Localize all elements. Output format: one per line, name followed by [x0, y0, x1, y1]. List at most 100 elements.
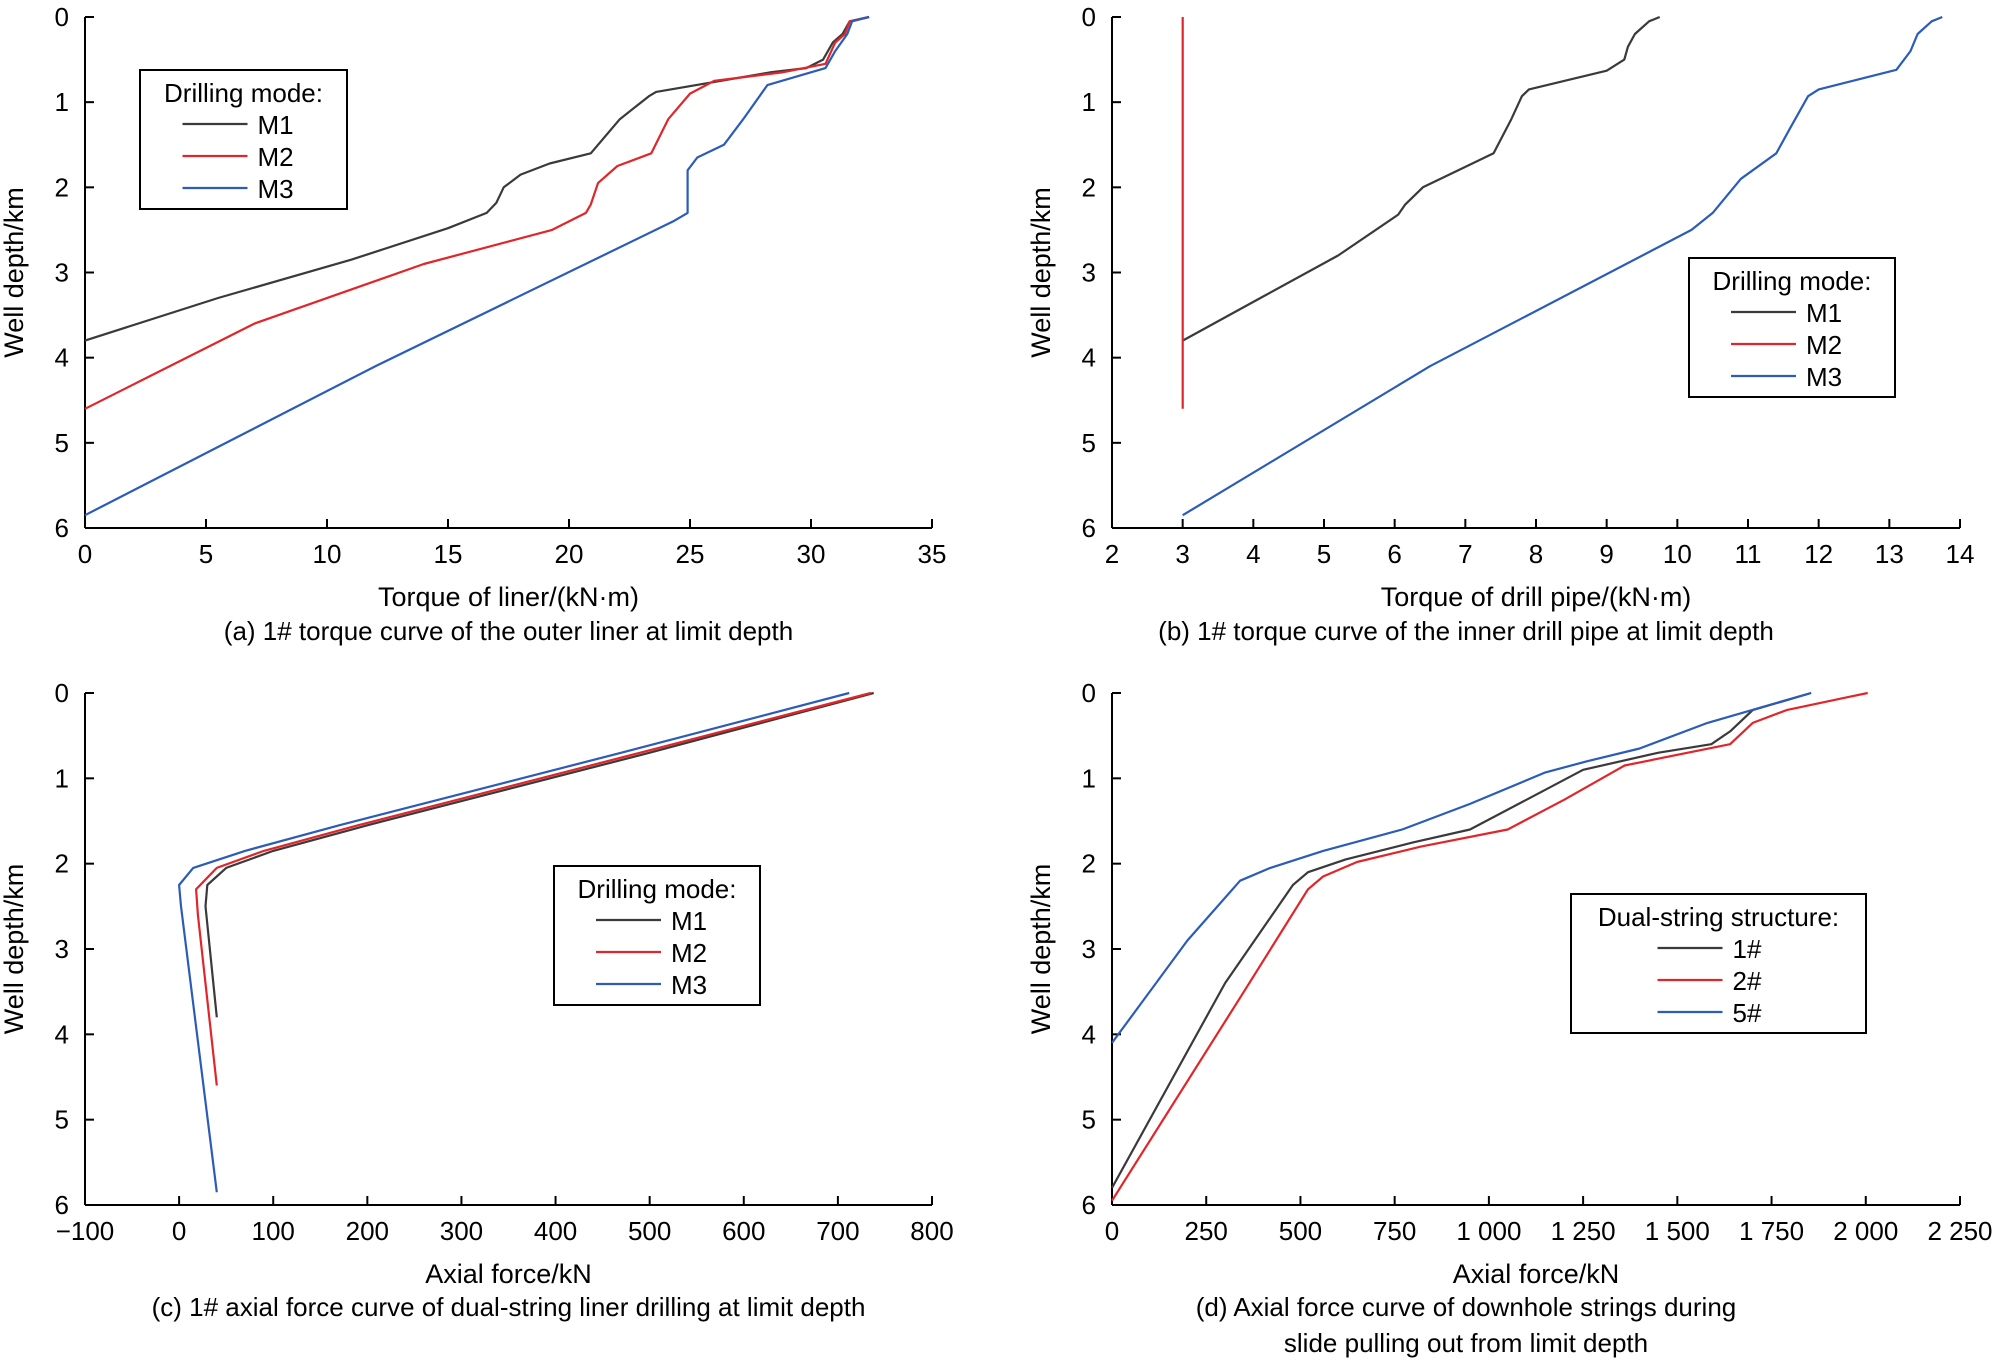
x-tick-label: 1 500: [1645, 1216, 1710, 1246]
y-tick-label: 0: [1082, 2, 1096, 32]
x-tick-label: 200: [346, 1216, 389, 1246]
y-tick-label: 1: [55, 87, 69, 117]
x-tick-label: 3: [1175, 539, 1189, 569]
x-tick-label: 20: [555, 539, 584, 569]
x-tick-label: 500: [1279, 1216, 1322, 1246]
y-axis-label: Well depth/km: [0, 187, 29, 358]
chart-panel-d: 0 250 500 750 1 000 1 250 1 500 1 750 2 000 2 250…: [1026, 678, 1993, 1358]
series-line-M2: [195, 691, 872, 1086]
series-line-M3: [178, 691, 850, 1193]
legend-item-label: M3: [258, 174, 294, 204]
y-tick-label: 6: [1082, 513, 1096, 543]
x-tick-label: 10: [1663, 539, 1692, 569]
legend-item-label: 5#: [1733, 998, 1762, 1028]
y-tick-label: 3: [55, 258, 69, 288]
legend-item-label: 1#: [1733, 934, 1762, 964]
x-tick-label: 7: [1458, 539, 1472, 569]
legend-box: [1688, 257, 1896, 398]
x-tick-label: 10: [313, 539, 342, 569]
legend-title: Drilling mode:: [578, 874, 737, 904]
y-tick-label: 1: [1082, 763, 1096, 793]
y-tick-label: 4: [1082, 1019, 1096, 1049]
x-tick-label: 2 250: [1927, 1216, 1992, 1246]
x-tick-label: 1 750: [1739, 1216, 1804, 1246]
legend-box: [1570, 893, 1867, 1034]
legend-box: [139, 69, 348, 210]
x-axis-label: Torque of drill pipe/(kN·m): [1381, 582, 1692, 612]
legend-item-label: M3: [671, 970, 707, 1000]
x-tick-label: 400: [534, 1216, 577, 1246]
series-line-M1: [1182, 15, 1661, 342]
y-tick-label: 6: [1082, 1190, 1096, 1220]
x-tick-label: 500: [628, 1216, 671, 1246]
x-tick-label: 250: [1185, 1216, 1228, 1246]
x-tick-label: −100: [56, 1216, 115, 1246]
chart-panel-c: −100 0 100 200 300 400 500 600 700 800 0 1 2 3 4 5 6 Axia…: [0, 678, 954, 1322]
y-tick-label: 6: [55, 513, 69, 543]
x-axis-label: Torque of liner/(kN·m): [378, 582, 639, 612]
x-tick-label: 6: [1387, 539, 1401, 569]
x-tick-label: 2 000: [1833, 1216, 1898, 1246]
x-tick-label: 13: [1875, 539, 1904, 569]
legend-item-label: M1: [671, 906, 707, 936]
x-tick-label: 600: [722, 1216, 765, 1246]
legend-item-label: M3: [1806, 362, 1842, 392]
x-tick-label: 30: [797, 539, 826, 569]
x-tick-label: 4: [1246, 539, 1260, 569]
panel-caption: (d) Axial force curve of downhole string…: [1196, 1292, 1737, 1322]
x-tick-label: 750: [1373, 1216, 1416, 1246]
x-axis-label: Axial force/kN: [1453, 1259, 1620, 1289]
x-tick-label: 100: [252, 1216, 295, 1246]
y-tick-label: 3: [1082, 258, 1096, 288]
chart-panel-a: 0 5 10 15 20 25 30 35 0 1 2 3 4 5 6 Torque of liner/(kN…: [0, 2, 946, 646]
panel-caption: (a) 1# torque curve of the outer liner a…: [224, 616, 793, 646]
y-tick-label: 5: [55, 1105, 69, 1135]
x-tick-label: 700: [816, 1216, 859, 1246]
legend-title: Drilling mode:: [1713, 266, 1872, 296]
series-line-5n: [1111, 691, 1812, 1044]
y-axis-label: Well depth/km: [1026, 187, 1056, 358]
y-tick-label: 1: [55, 763, 69, 793]
x-axis-label: Axial force/kN: [425, 1259, 592, 1289]
x-tick-label: 300: [440, 1216, 483, 1246]
y-tick-label: 2: [1082, 172, 1096, 202]
y-tick-label: 1: [1082, 87, 1096, 117]
x-tick-label: 0: [1105, 1216, 1119, 1246]
x-tick-label: 12: [1804, 539, 1833, 569]
panel-caption: (c) 1# axial force curve of dual-string …: [152, 1292, 866, 1322]
x-tick-label: 5: [199, 539, 213, 569]
x-tick-label: 25: [676, 539, 705, 569]
legend-item-label: M2: [1806, 330, 1842, 360]
panel-caption: (b) 1# torque curve of the inner drill p…: [1158, 616, 1774, 646]
legend-item-label: M2: [258, 142, 294, 172]
y-tick-label: 4: [55, 1019, 69, 1049]
y-axis-label: Well depth/km: [1026, 864, 1056, 1035]
legend-box: [553, 865, 761, 1006]
y-tick-label: 0: [1082, 678, 1096, 708]
y-tick-label: 5: [55, 428, 69, 458]
legend-title: Drilling mode:: [164, 78, 323, 108]
legend: Dual-string structure:1#2#5#: [1570, 893, 1867, 1034]
y-tick-label: 4: [1082, 343, 1096, 373]
series-line-M3: [84, 15, 870, 517]
legend-item-label: M1: [258, 110, 294, 140]
y-tick-label: 4: [55, 343, 69, 373]
panel-caption: slide pulling out from limit depth: [1284, 1328, 1648, 1358]
y-tick-label: 3: [1082, 934, 1096, 964]
x-tick-label: 0: [172, 1216, 186, 1246]
legend-title: Dual-string structure:: [1598, 902, 1839, 932]
x-tick-label: 15: [434, 539, 463, 569]
x-tick-label: 14: [1946, 539, 1975, 569]
y-tick-label: 0: [55, 2, 69, 32]
series-line-M1: [204, 691, 874, 1018]
x-tick-label: 1 000: [1456, 1216, 1521, 1246]
y-tick-label: 2: [1082, 849, 1096, 879]
y-tick-label: 5: [1082, 1105, 1096, 1135]
x-tick-label: 800: [910, 1216, 953, 1246]
y-tick-label: 2: [55, 849, 69, 879]
legend-item-label: 2#: [1733, 966, 1762, 996]
x-tick-label: 1 250: [1551, 1216, 1616, 1246]
